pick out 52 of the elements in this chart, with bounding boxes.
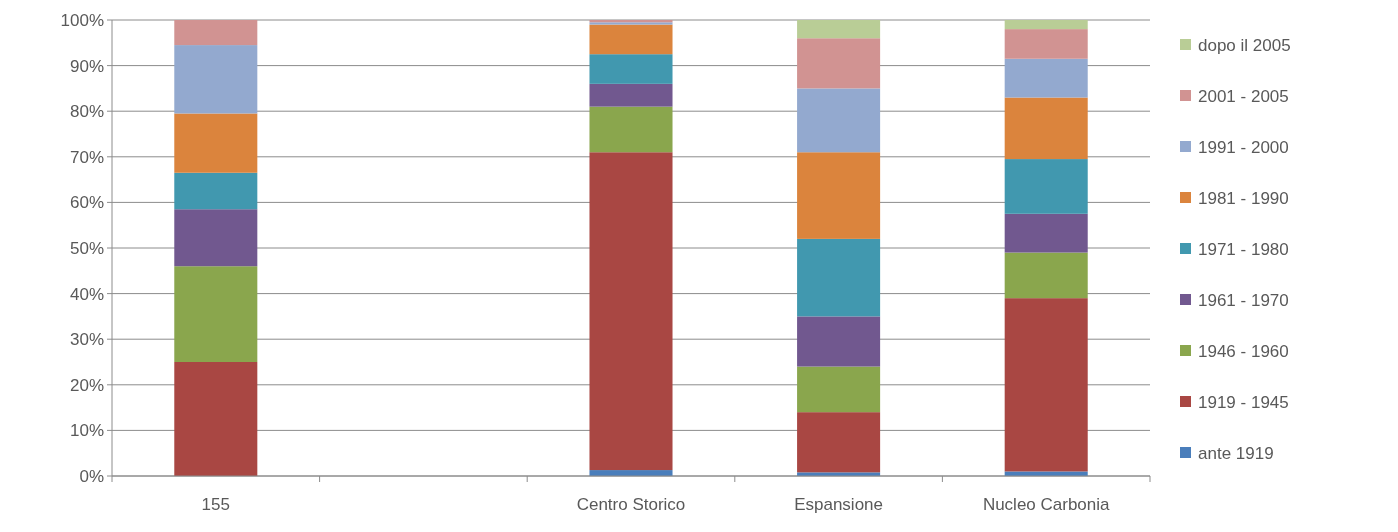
x-tick-label: Nucleo Carbonia <box>982 495 1111 514</box>
bar <box>797 238 881 317</box>
bar <box>174 20 258 46</box>
legend-label: 1919 - 1945 <box>1198 392 1289 412</box>
x-tick-label: Centro Storico <box>576 495 686 514</box>
bar <box>797 88 881 153</box>
bar <box>174 362 258 476</box>
legend-label: 2001 - 2005 <box>1198 86 1289 106</box>
legend-label: 1961 - 1970 <box>1198 290 1289 310</box>
bar <box>1004 159 1088 214</box>
legend-label: 1971 - 1980 <box>1198 239 1289 259</box>
bar <box>174 45 258 114</box>
bar <box>797 38 881 89</box>
bar <box>797 316 881 367</box>
bar <box>589 24 673 55</box>
bar <box>1004 213 1088 253</box>
legend-label: ante 1919 <box>1198 443 1274 463</box>
y-tick-label: 100% <box>60 10 104 30</box>
bar <box>1004 58 1088 98</box>
bar <box>589 54 673 84</box>
y-tick-label: 0% <box>79 466 104 486</box>
bar <box>589 83 673 107</box>
bar <box>174 113 258 173</box>
y-tick-label: 90% <box>69 56 104 76</box>
y-tick-label: 80% <box>69 102 104 122</box>
bar <box>1004 29 1088 59</box>
bar <box>174 209 258 267</box>
bar <box>1004 252 1088 299</box>
y-tick-label: 10% <box>69 421 104 441</box>
legend-label: 1946 - 1960 <box>1198 341 1289 361</box>
y-tick-label: 60% <box>69 193 104 213</box>
bar <box>797 366 881 413</box>
bar <box>174 172 258 210</box>
bar <box>797 412 881 473</box>
x-tick-label: 155 <box>201 495 230 514</box>
x-tick-label: Espansione <box>794 495 884 514</box>
y-tick-label: 30% <box>69 330 104 350</box>
bar <box>797 20 881 39</box>
bar <box>1004 20 1088 30</box>
bar <box>589 152 673 471</box>
bar <box>1004 97 1088 160</box>
y-tick-label: 20% <box>69 375 104 395</box>
legend-label: dopo il 2005 <box>1198 35 1291 55</box>
bar <box>797 152 881 239</box>
y-tick-label: 40% <box>69 284 104 304</box>
legend-label: 1981 - 1990 <box>1198 188 1289 208</box>
y-tick-label: 50% <box>69 238 104 258</box>
bar <box>174 266 258 362</box>
bar <box>1004 298 1088 472</box>
y-tick-label: 70% <box>69 147 104 167</box>
legend-label: 1991 - 2000 <box>1198 137 1289 157</box>
bar <box>589 106 673 153</box>
